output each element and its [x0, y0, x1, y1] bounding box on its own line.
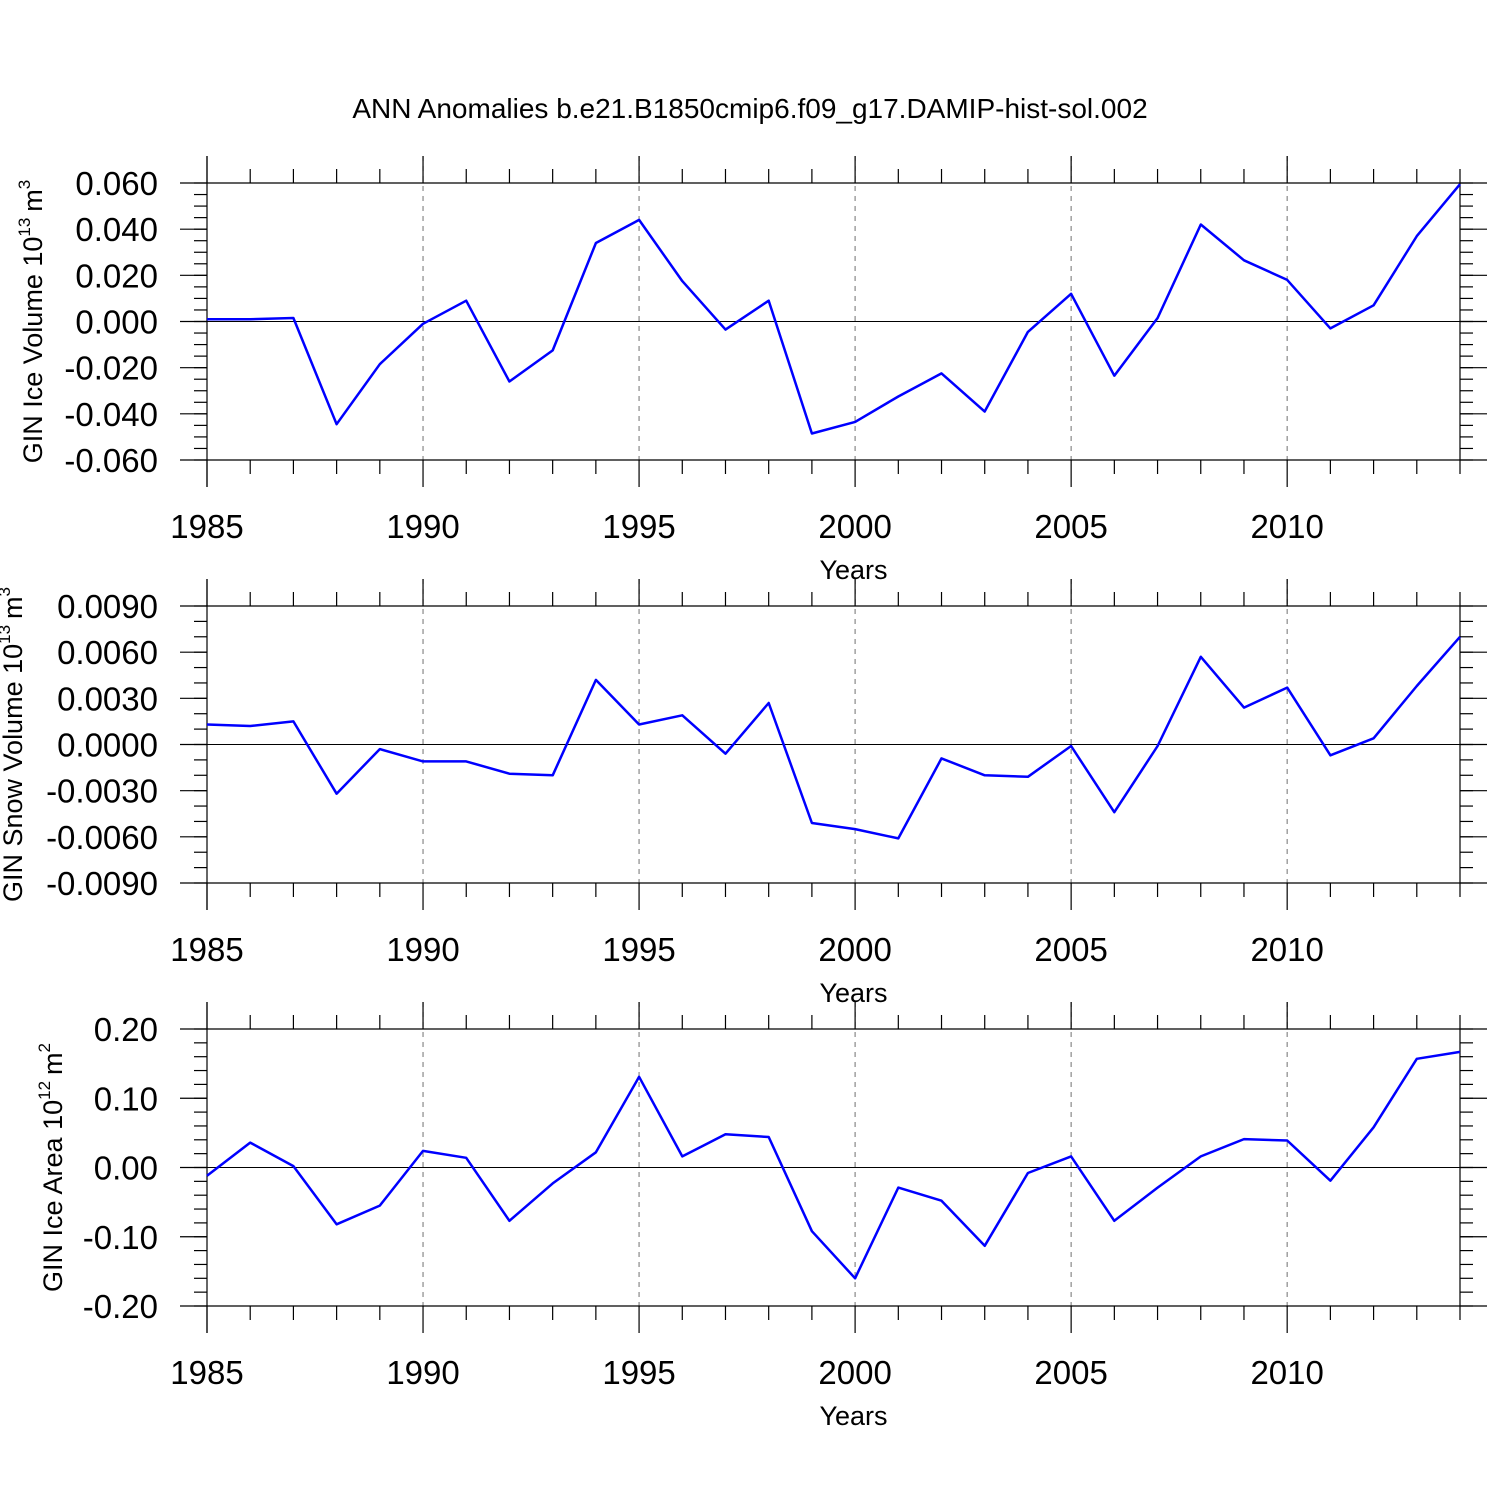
ice-area-ytick-label: -0.10: [83, 1219, 158, 1256]
snow-volume-xtick-label: 2000: [818, 931, 891, 968]
snow-volume-ytick-label: 0.0060: [57, 634, 158, 671]
ice-area-ytick-label: -0.20: [83, 1288, 158, 1325]
ice-volume-ytick-label: -0.040: [64, 396, 158, 433]
ice-volume-xtick-label: 2010: [1250, 508, 1323, 545]
snow-volume-ytick-label: -0.0060: [46, 819, 158, 856]
ice-area-xtick-label: 1985: [170, 1354, 243, 1391]
ice-area-xtick-label: 1990: [386, 1354, 459, 1391]
ice-volume-ytick-label: 0.040: [75, 211, 158, 248]
snow-volume-ytick-label: -0.0090: [46, 865, 158, 902]
snow-volume-xlabel: Years: [819, 978, 887, 1008]
ice-area-xtick-label: 2000: [818, 1354, 891, 1391]
snow-volume-xtick-label: 2005: [1034, 931, 1107, 968]
ice-area-ytick-label: 0.10: [94, 1080, 158, 1117]
ice-volume-xtick-label: 2005: [1034, 508, 1107, 545]
ice-volume-ylabel: GIN Ice Volume 1013m3: [15, 180, 48, 464]
panel-snow-volume: 1985 1990 1995 2000 2005 2010 -0.0090 -0.0060 -0…: [0, 579, 1487, 1008]
figure-title: ANN Anomalies b.e21.B1850cmip6.f09_g17.D…: [352, 93, 1147, 124]
ice-volume-ytick-label: 0.000: [75, 304, 158, 341]
ice-area-xtick-label: 2010: [1250, 1354, 1323, 1391]
ice-volume-ytick-label: 0.060: [75, 165, 158, 202]
panel-ice-volume: 1985 1990 1995 2000 2005 2010 -0.060 -0.040 -0.0…: [15, 156, 1487, 585]
snow-volume-xtick-label: 2010: [1250, 931, 1323, 968]
ice-area-xlabel: Years: [819, 1401, 887, 1431]
snow-volume-ytick-label: 0.0000: [57, 727, 158, 764]
snow-volume-ytick-label: -0.0030: [46, 773, 158, 810]
ice-volume-series-line: [207, 183, 1461, 435]
panel-ice-area: 1985 1990 1995 2000 2005 2010 -0.20 -0.10 0.00 0.…: [35, 1002, 1487, 1431]
snow-volume-ylabel: GIN Snow Volume 1013m3: [0, 587, 28, 902]
ice-volume-ytick-label: 0.020: [75, 257, 158, 294]
ice-area-ytick-label: 0.20: [94, 1011, 158, 1048]
snow-volume-xtick-label: 1995: [602, 931, 675, 968]
snow-volume-ytick-label: 0.0030: [57, 680, 158, 717]
snow-volume-xtick-label: 1990: [386, 931, 459, 968]
ice-volume-ytick-label: -0.020: [64, 350, 158, 387]
ice-volume-xtick-label: 2000: [818, 508, 891, 545]
snow-volume-series-line: [206, 635, 1461, 840]
ice-area-xtick-label: 1995: [602, 1354, 675, 1391]
ice-volume-ytick-label: -0.060: [64, 442, 158, 479]
ice-volume-xlabel: Years: [819, 555, 887, 585]
ice-volume-xtick-label: 1995: [602, 508, 675, 545]
ice-volume-xtick-label: 1985: [170, 508, 243, 545]
ice-area-series-line: [206, 1050, 1461, 1280]
ice-area-ylabel: GIN Ice Area 1012m2: [35, 1043, 68, 1292]
ice-volume-xtick-label: 1990: [386, 508, 459, 545]
ice-area-xtick-label: 2005: [1034, 1354, 1107, 1391]
snow-volume-xtick-label: 1985: [170, 931, 243, 968]
snow-volume-ytick-label: 0.0090: [57, 588, 158, 625]
ice-area-ytick-label: 0.00: [94, 1150, 158, 1187]
